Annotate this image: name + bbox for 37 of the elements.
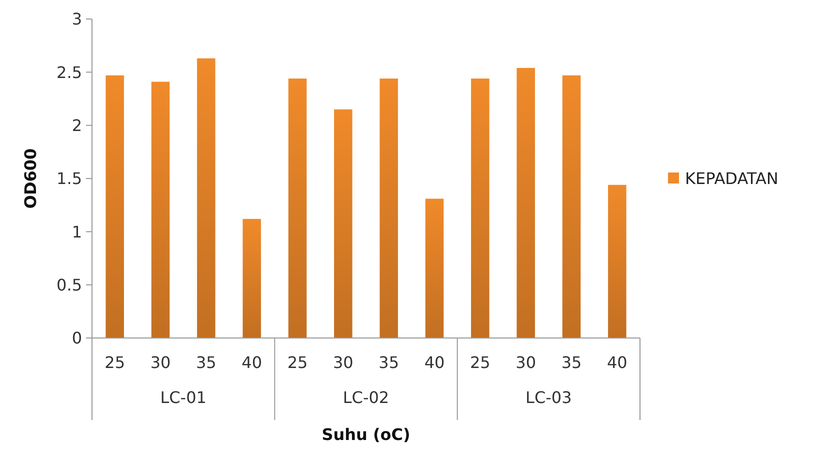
y-tick-label: 1	[72, 222, 82, 242]
y-axis-title: OD600	[21, 148, 40, 209]
y-tick-label: 0	[72, 328, 82, 348]
x-tick-label: 25	[104, 353, 126, 372]
x-tick-label: 25	[470, 353, 490, 372]
bar	[380, 78, 398, 338]
bar	[242, 218, 261, 338]
text: LC-02	[342, 388, 390, 407]
legend-label: KEPADATAN	[685, 169, 778, 188]
x-tick-label: 30	[332, 353, 354, 372]
x-axis-title: Suhu (oC)	[322, 425, 410, 444]
y-tick-label: 0.5	[56, 275, 82, 294]
x-tick-label: 35	[196, 353, 216, 372]
bar	[608, 184, 626, 338]
bar	[151, 82, 170, 338]
bar	[562, 75, 581, 338]
bar	[516, 68, 535, 338]
x-tick-label: 30	[150, 353, 171, 372]
x-tick-label: 35	[378, 353, 400, 372]
bar	[197, 58, 216, 338]
y-tick-label: 2	[72, 116, 82, 135]
y-tick-label: 2.5	[56, 62, 82, 82]
x-tick-label: 40	[606, 353, 628, 372]
text: LC-03	[526, 388, 572, 407]
x-tick-label: 40	[424, 353, 445, 372]
x-tick-label: 40	[242, 353, 262, 372]
x-tick-label: 35	[561, 353, 582, 372]
text: LC-01	[160, 388, 206, 407]
bar	[425, 198, 444, 338]
bar	[334, 109, 352, 338]
y-tick-label: 1.5	[56, 169, 82, 188]
x-tick-label: 30	[516, 353, 536, 372]
bar	[471, 78, 490, 338]
y-tick-label: 3	[72, 10, 82, 29]
bar	[288, 78, 307, 338]
x-tick-label: 25	[287, 353, 308, 372]
bar	[106, 75, 124, 338]
